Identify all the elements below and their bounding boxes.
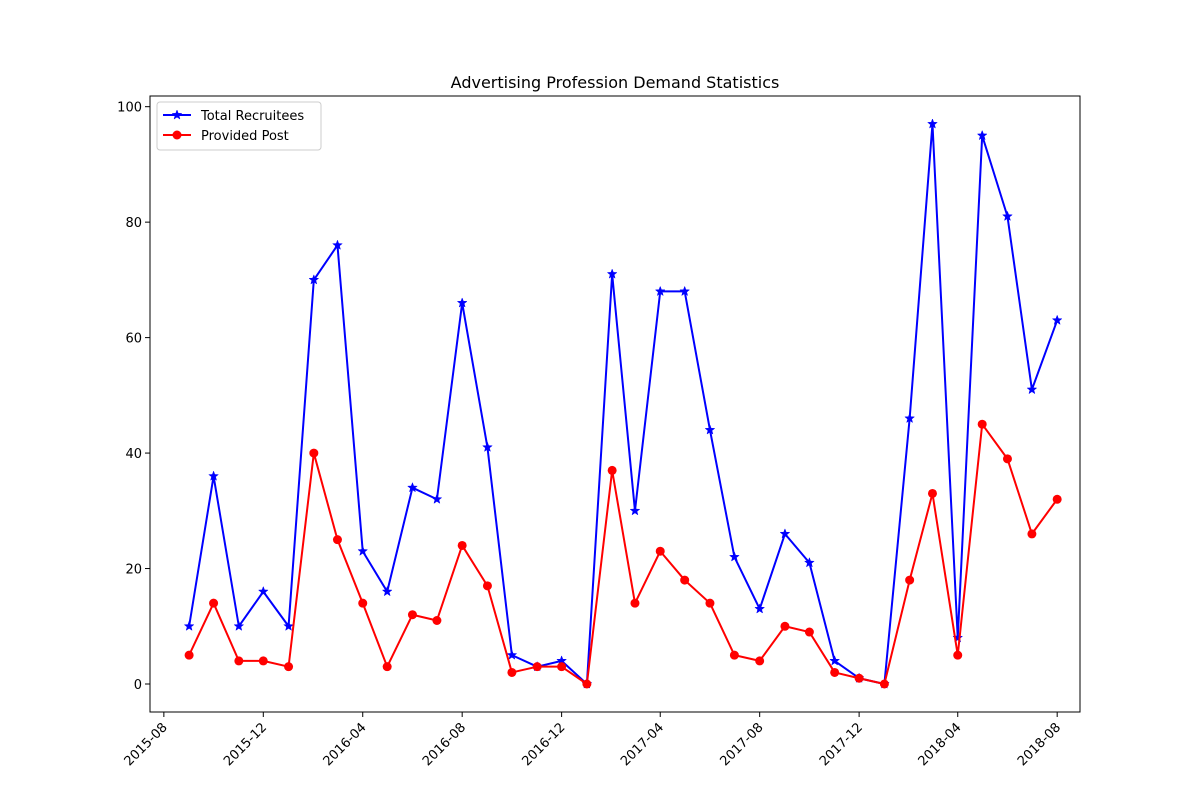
total-recruitees-point — [679, 285, 691, 297]
total-recruitees-point — [208, 470, 220, 481]
total-recruitees-point — [431, 493, 443, 504]
legend-marker-provided-post — [172, 130, 182, 140]
provided-post-point — [457, 540, 467, 550]
total-recruitees-point — [332, 239, 343, 250]
provided-post-line — [188, 423, 1058, 685]
total-recruitees-point — [803, 557, 815, 568]
y-tick-label: 80 — [125, 216, 142, 231]
total-recruitees-point — [283, 620, 294, 631]
total-recruitees-point — [704, 424, 716, 435]
total-recruitees-line — [188, 123, 1059, 685]
legend-marker-total-recruitees — [171, 109, 183, 120]
total-recruitees-point — [183, 620, 195, 631]
total-recruitees-point — [506, 649, 518, 660]
provided-post-point — [557, 662, 567, 672]
provided-post-point — [977, 419, 987, 429]
provided-post-point — [1027, 529, 1037, 539]
provided-post-point — [507, 667, 517, 677]
total-recruitees-point — [606, 268, 618, 279]
provided-post-point — [729, 650, 739, 660]
chart-title: Advertising Profession Demand Statistics — [451, 73, 780, 92]
total-recruitees-point — [829, 655, 841, 666]
plot-frame — [149, 95, 1081, 713]
provided-post-point — [234, 656, 244, 666]
total-recruitees-point — [728, 551, 740, 562]
provided-post-point — [284, 662, 294, 672]
provided-post-point — [655, 546, 665, 556]
provided-post-point — [407, 610, 417, 620]
total-recruitees-point — [976, 129, 988, 141]
total-recruitees-point — [629, 505, 641, 516]
provided-post-point — [332, 535, 342, 545]
provided-post-point — [532, 662, 542, 672]
total-recruitees-point — [904, 412, 916, 424]
provided-post-point — [804, 627, 814, 637]
provided-post-point — [382, 662, 392, 672]
total-recruitees-point — [1051, 314, 1063, 325]
provided-post-point — [607, 465, 617, 475]
provided-post-point — [309, 448, 319, 458]
provided-post-point — [680, 575, 690, 585]
provided-post-point — [780, 621, 790, 631]
provided-post-point — [432, 615, 442, 625]
provided-post-point — [358, 598, 368, 608]
provided-post-point — [630, 598, 640, 608]
provided-post-point — [830, 667, 840, 677]
total-recruitees-point — [381, 585, 393, 597]
total-recruitees-point — [308, 274, 320, 285]
y-tick-label: 60 — [125, 332, 142, 347]
provided-post-point — [209, 598, 219, 608]
provided-post-point — [1002, 454, 1012, 464]
total-recruitees-point — [357, 545, 369, 556]
y-tick-label: 100 — [117, 101, 142, 116]
total-recruitees-point — [1002, 210, 1013, 221]
provided-post-point — [953, 650, 963, 660]
provided-post-point — [755, 656, 765, 666]
provided-post-point — [1052, 494, 1062, 504]
y-tick-label: 20 — [125, 563, 142, 578]
provided-post-point — [879, 679, 889, 689]
total-recruitees-point — [1026, 383, 1038, 395]
provided-post-point — [582, 679, 592, 689]
provided-post-point — [927, 488, 937, 498]
legend-box — [156, 101, 322, 151]
provided-post-point — [258, 656, 268, 666]
total-recruitees-point — [779, 528, 791, 539]
total-recruitees-point — [654, 285, 666, 297]
y-tick-label: 0 — [134, 678, 142, 693]
total-recruitees-point — [927, 118, 938, 129]
provided-post-point — [854, 673, 864, 683]
total-recruitees-point — [456, 297, 468, 308]
total-recruitees-point — [407, 481, 418, 493]
total-recruitees-point — [754, 603, 766, 614]
provided-post-point — [705, 598, 715, 608]
y-tick-label: 40 — [125, 447, 142, 462]
provided-post-point — [184, 650, 194, 660]
provided-post-point — [482, 581, 492, 591]
provided-post-point — [905, 575, 915, 585]
legend-label-provided-post: Provided Post — [201, 129, 289, 144]
total-recruitees-point — [482, 441, 493, 452]
total-recruitees-point — [233, 620, 245, 631]
legend: Total Recruitees Provided Post — [156, 101, 322, 151]
legend-label-total-recruitees: Total Recruitees — [200, 109, 304, 124]
total-recruitees-point — [257, 585, 269, 597]
